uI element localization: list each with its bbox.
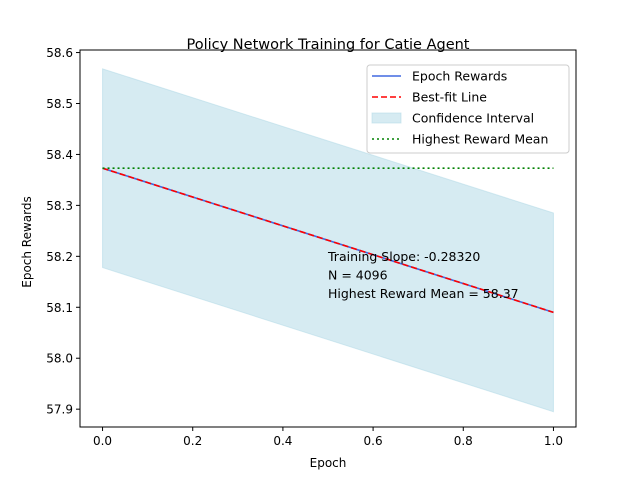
y-axis-label: Epoch Rewards [20,196,34,288]
annotation-line: N = 4096 [328,268,388,283]
legend-label: Best-fit Line [412,90,487,105]
y-tick-label: 58.3 [46,199,73,213]
axes-frame [79,49,577,428]
annotation-line: Highest Reward Mean = 58.37 [328,286,519,301]
y-tick-label: 58.4 [46,148,73,162]
x-tick-label: 0.4 [273,434,292,448]
legend-label: Confidence Interval [412,111,534,126]
legend-swatch-band [371,112,402,124]
legend-box [366,64,570,154]
y-tick-label: 58.1 [46,301,73,315]
y-tick-label: 58.5 [46,97,73,111]
y-tick-label: 57.9 [46,403,73,417]
x-tick-label: 1.0 [544,434,563,448]
chart-title: Policy Network Training for Catie Agent [186,37,469,53]
x-tick-label: 0.0 [93,434,112,448]
annotation-line: Training Slope: -0.28320 [327,249,480,264]
legend-label: Highest Reward Mean [412,132,548,147]
legend: Epoch Rewards Best-fit Line Confidence Int… [366,64,570,154]
plot-area [102,68,554,413]
x-tick-label: 0.8 [454,434,473,448]
y-tick-label: 58.0 [46,352,73,366]
legend-label: Epoch Rewards [412,69,507,84]
x-tick-label: 0.6 [364,434,383,448]
y-tick-label: 58.2 [46,250,73,264]
y-tick-label: 58.6 [46,46,73,60]
x-tick-label: 0.2 [183,434,202,448]
x-axis-label: Epoch [310,456,347,470]
slope-annotation: Training Slope: -0.28320 N = 4096 Highest … [327,249,519,301]
best-fit-line [102,167,554,314]
axes: 0.0 0.2 0.4 0.6 0.8 1.0 57.9 58.0 58.1 58.2 58.3 58… [46,46,577,448]
